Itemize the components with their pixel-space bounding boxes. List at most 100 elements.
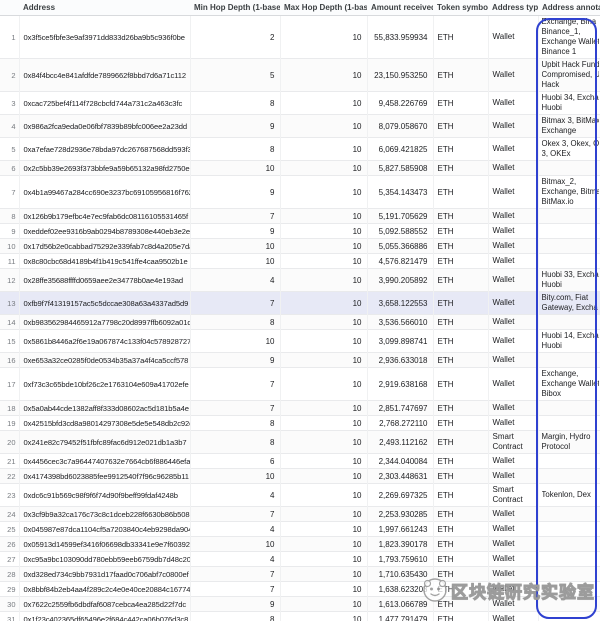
table-row[interactable]: 29 0x8bbf84b2eb4aa4f289c2c4e0e40ce20884c1… [0,581,600,597]
address-type-cell[interactable]: Wallet [487,175,538,209]
address-cell[interactable]: 0xcac725bef4f114f728cbcfd744a731c2a463c3… [18,91,190,115]
address-type-cell[interactable]: Wallet [487,415,538,431]
min-hop-depth-cell[interactable]: 10 [189,468,280,484]
address-annotation-cell[interactable]: Margin, Hydro Protocol [537,430,600,454]
min-hop-depth-cell[interactable]: 7 [189,400,280,416]
max-hop-depth-cell[interactable]: 10 [279,483,367,507]
amount-received-cell[interactable]: 1,477.791479 [366,611,433,621]
rownum-cell[interactable]: 15 [0,329,19,353]
amount-received-cell[interactable]: 5,354.143473 [366,175,433,209]
address-annotation-cell[interactable] [537,415,600,431]
token-symbol-cell[interactable]: ETH [432,291,488,315]
max-hop-depth-cell[interactable]: 10 [279,536,367,552]
address-type-cell[interactable]: Wallet [487,15,538,59]
address-type-cell[interactable]: Wallet [487,611,538,621]
token-symbol-cell[interactable]: ETH [432,114,488,138]
column-header-amount-received[interactable]: Amount received [367,0,433,16]
address-cell[interactable]: 0xd328ed734c9bb7931d17faad0c706abf7c0800… [18,566,190,582]
rownum-cell[interactable]: 16 [0,352,19,368]
rownum-cell[interactable]: 20 [0,430,19,454]
amount-received-cell[interactable]: 5,055.366886 [366,238,433,254]
rownum-cell[interactable]: 19 [0,415,19,431]
amount-received-cell[interactable]: 3,099.898741 [366,329,433,353]
min-hop-depth-cell[interactable]: 2 [189,15,280,59]
rownum-cell[interactable]: 18 [0,400,19,416]
amount-received-cell[interactable]: 1,823.390178 [366,536,433,552]
amount-received-cell[interactable]: 6,069.421825 [366,137,433,161]
address-type-cell[interactable]: Wallet [487,58,538,92]
rownum-cell[interactable]: 2 [0,58,19,92]
token-symbol-cell[interactable]: ETH [432,208,488,224]
token-symbol-cell[interactable]: ETH [432,58,488,92]
rownum-cell[interactable]: 7 [0,175,19,209]
address-cell[interactable]: 0x126b9b179efbc4e7ec9fab6dc0811610553146… [18,208,190,224]
table-row[interactable]: 26 0x05913d14599ef3416f06698db33341e9e7f6… [0,536,600,552]
address-cell[interactable]: 0x8bbf84b2eb4aa4f289c2c4e0e40ce20884c167… [18,581,190,597]
rownum-cell[interactable]: 9 [0,223,19,239]
table-row[interactable]: 18 0x5a0ab44cde1382aff8f333d08602ac5d181b… [0,400,600,416]
rownum-cell[interactable]: 21 [0,453,19,469]
max-hop-depth-cell[interactable]: 10 [279,611,367,621]
address-type-cell[interactable]: Wallet [487,291,538,315]
address-annotation-cell[interactable]: Exchange, Bina Binance_1, Exchange Wallet B… [537,15,600,59]
token-symbol-cell[interactable]: ETH [432,160,488,176]
max-hop-depth-cell[interactable]: 10 [279,91,367,115]
address-type-cell[interactable]: Wallet [487,367,538,401]
address-cell[interactable]: 0x045987e87dca1104cf5a7203840c4eb9298da9… [18,521,190,537]
min-hop-depth-cell[interactable]: 9 [189,223,280,239]
table-row-selected[interactable]: 13 0xfb9f7f41319157ac5c5dccae308a63a4337a… [0,291,600,315]
min-hop-depth-cell[interactable]: 5 [189,58,280,92]
rownum-cell[interactable]: 13 [0,291,19,315]
address-annotation-cell[interactable] [537,352,600,368]
rownum-cell[interactable]: 27 [0,551,19,567]
table-row[interactable]: 1 0x3f5ce5fbfe3e9af3971dd833d26ba9b5c936f… [0,15,600,59]
max-hop-depth-cell[interactable]: 10 [279,223,367,239]
address-annotation-cell[interactable] [537,566,600,582]
min-hop-depth-cell[interactable]: 4 [189,521,280,537]
address-type-cell[interactable]: Wallet [487,160,538,176]
address-annotation-cell[interactable] [537,536,600,552]
amount-received-cell[interactable]: 2,344.040084 [366,453,433,469]
table-row[interactable]: 21 0x4456cec3c7a96447407632e7664cb6f88644… [0,453,600,469]
address-cell[interactable]: 0x28ffe35688ffffd0659aee2e34778b0ae4e193… [18,268,190,292]
rownum-cell[interactable]: 23 [0,483,19,507]
max-hop-depth-cell[interactable]: 10 [279,352,367,368]
max-hop-depth-cell[interactable]: 10 [279,58,367,92]
min-hop-depth-cell[interactable]: 10 [189,253,280,269]
rownum-cell[interactable]: 3 [0,91,19,115]
amount-received-cell[interactable]: 1,613.066789 [366,596,433,612]
address-type-cell[interactable]: Wallet [487,238,538,254]
address-type-cell[interactable]: Wallet [487,208,538,224]
token-symbol-cell[interactable]: ETH [432,581,488,597]
max-hop-depth-cell[interactable]: 10 [279,581,367,597]
min-hop-depth-cell[interactable]: 4 [189,483,280,507]
amount-received-cell[interactable]: 2,768.272110 [366,415,433,431]
address-type-cell[interactable]: Wallet [487,581,538,597]
table-row[interactable]: 7 0x4b1a99467a284cc690e3237bc69105956816f… [0,175,600,209]
address-type-cell[interactable]: Wallet [487,506,538,522]
address-annotation-cell[interactable]: Huobi 14, Excha Huobi [537,329,600,353]
amount-received-cell[interactable]: 1,710.635430 [366,566,433,582]
min-hop-depth-cell[interactable]: 7 [189,581,280,597]
address-annotation-cell[interactable] [537,521,600,537]
address-cell[interactable]: 0x42515bfd3cd8a98014297308e5de5e548db2c9… [18,415,190,431]
address-cell[interactable]: 0xb983562984465912a7798c20d8997ffb6092a0… [18,314,190,330]
address-annotation-cell[interactable] [537,160,600,176]
address-cell[interactable]: 0xdc6c91b569c98f9f6f74d90f9beff99fdaf424… [18,483,190,507]
min-hop-depth-cell[interactable]: 7 [189,506,280,522]
address-annotation-cell[interactable] [537,551,600,567]
max-hop-depth-cell[interactable]: 10 [279,238,367,254]
address-cell[interactable]: 0xc95a9bc103090dd780ebb59eeb6759db7d48c2… [18,551,190,567]
table-row[interactable]: 8 0x126b9b179efbc4e7ec9fab6dc081161055314… [0,208,600,224]
address-annotation-cell[interactable] [537,238,600,254]
min-hop-depth-cell[interactable]: 8 [189,137,280,161]
token-symbol-cell[interactable]: ETH [432,506,488,522]
address-annotation-cell[interactable] [537,506,600,522]
amount-received-cell[interactable]: 9,458.226769 [366,91,433,115]
token-symbol-cell[interactable]: ETH [432,238,488,254]
max-hop-depth-cell[interactable]: 10 [279,15,367,59]
min-hop-depth-cell[interactable]: 6 [189,453,280,469]
table-row[interactable]: 19 0x42515bfd3cd8a98014297308e5de5e548db2… [0,415,600,431]
address-type-cell[interactable]: Wallet [487,551,538,567]
token-symbol-cell[interactable]: ETH [432,329,488,353]
